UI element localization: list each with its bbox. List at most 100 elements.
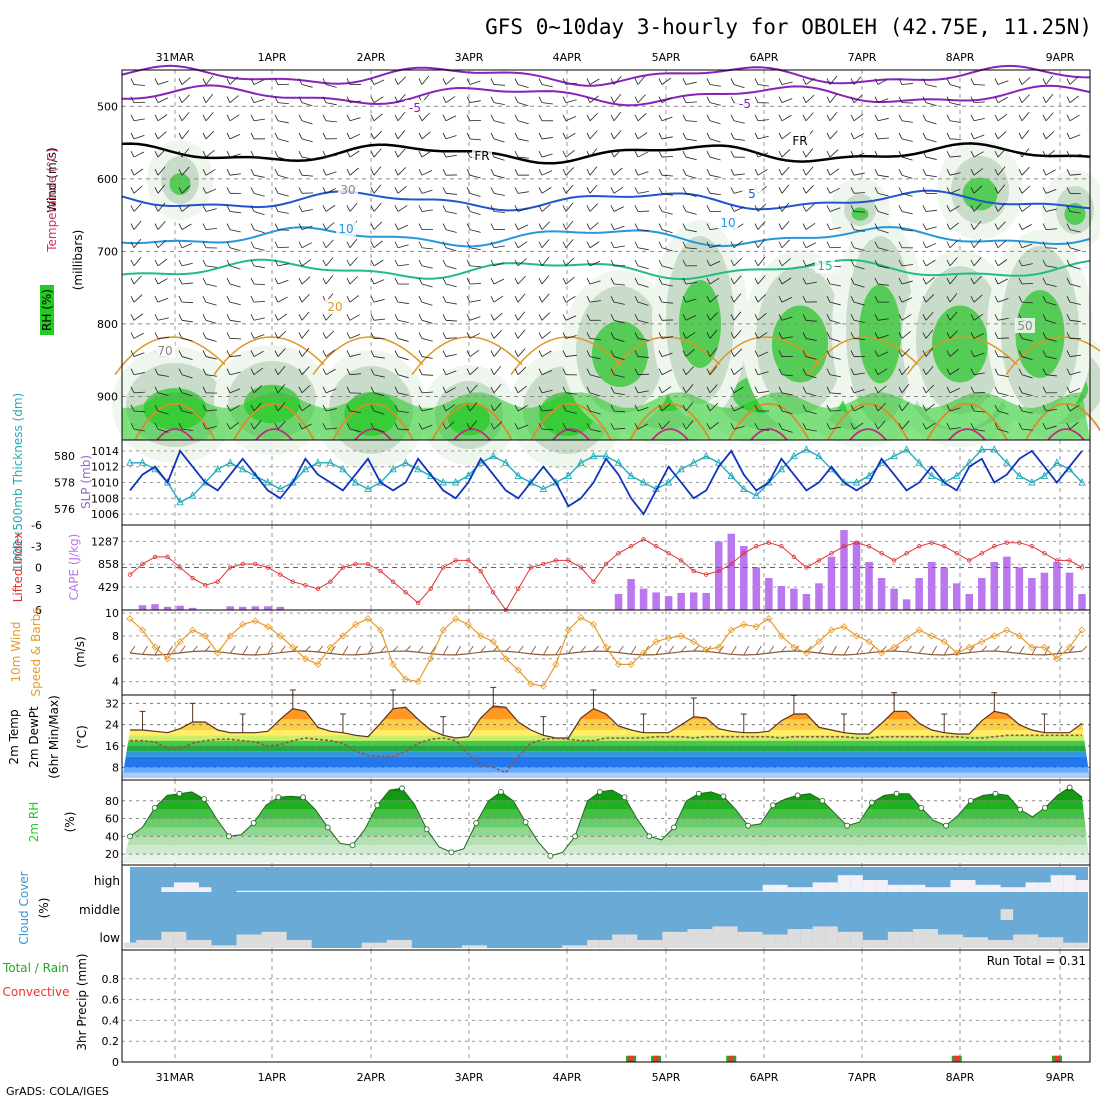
wind-barb — [757, 332, 768, 339]
cloud-bar-high — [161, 887, 174, 892]
cape-bar — [978, 578, 986, 610]
wind-barb — [637, 191, 649, 194]
wind-barb — [1069, 229, 1081, 233]
wind-barb-flag — [946, 295, 951, 303]
cloud-bar-low — [737, 931, 751, 948]
wind-barb — [709, 260, 721, 267]
wind-barb-tick — [630, 645, 637, 655]
wind-barb — [1045, 188, 1057, 194]
wind-barb-flag — [250, 205, 255, 212]
rh-shade-dark — [772, 305, 828, 383]
wind-barb-flag — [994, 332, 999, 339]
wind-barb-flag — [682, 205, 687, 212]
wind-barb-flag — [706, 404, 711, 412]
wind-barb-flag — [274, 404, 279, 412]
wind-barb — [1021, 94, 1030, 103]
wind-barb-flag — [202, 114, 207, 121]
wind-barb-flag — [538, 187, 543, 194]
lifted-index-marker — [440, 565, 446, 570]
wind-barb-flag — [826, 78, 831, 85]
wind-barb-flag — [442, 277, 447, 285]
wind-barb-flag — [946, 332, 951, 339]
wind-barb — [517, 156, 529, 159]
wind-barb — [973, 333, 985, 339]
cape-bar — [852, 541, 861, 610]
temperature-band — [122, 735, 1090, 741]
temperature-units-label: (°C) — [75, 725, 89, 749]
cloud-bar-high — [1075, 880, 1089, 892]
wind-barb-flag — [826, 132, 831, 140]
wind-barb-flag — [658, 277, 663, 285]
wind-barb-flag — [226, 96, 231, 103]
wind-barb — [733, 240, 743, 249]
wind-barb-flag — [874, 295, 879, 303]
wind-barb — [469, 265, 481, 268]
wind-barb — [325, 154, 337, 158]
wind-barb-flag — [202, 314, 207, 321]
wind-barb-flag — [562, 277, 567, 285]
wind-barb — [301, 174, 313, 177]
cloud-bar-low — [186, 939, 199, 948]
wind-speed-marker — [953, 649, 961, 657]
cloud-bar-high — [662, 890, 675, 892]
wind-barb — [325, 427, 337, 430]
wind-barb — [445, 192, 457, 195]
wind-barb — [997, 202, 1006, 212]
precip-frame — [121, 949, 1091, 1063]
wind-barb-flag — [634, 422, 639, 430]
wind-barb-flag — [706, 386, 711, 394]
wind-barb-flag — [802, 78, 807, 85]
lifted-index-marker — [779, 544, 784, 549]
wind-barb-flag — [706, 78, 711, 85]
wind-barb-flag — [706, 205, 711, 212]
chart-title: GFS 0~10day 3-hourly for OBOLEH (42.75E,… — [485, 15, 1092, 39]
wind-barb — [853, 372, 865, 376]
wind-speed-marker — [138, 626, 147, 634]
lifted-index-marker — [691, 568, 696, 574]
cloud-bar-high — [712, 890, 725, 892]
wind-barb — [829, 207, 841, 212]
wind-barb-flag — [658, 332, 663, 339]
precip-convective-bar — [628, 1055, 634, 1062]
temp-contour-25 — [1025, 402, 1100, 441]
rh-line — [129, 786, 1083, 857]
wind-barb-flag — [370, 350, 375, 357]
lifted-index-marker — [804, 565, 809, 570]
cloud-bar-high — [186, 882, 199, 892]
lifted-index-marker — [904, 551, 909, 556]
wind-barb — [325, 84, 337, 88]
wind-barb — [565, 99, 577, 104]
wind-barb — [133, 151, 144, 158]
wind-barb-tick — [292, 645, 299, 652]
wind-barb — [1021, 301, 1034, 304]
wind-barb — [709, 174, 721, 178]
wind-speed-marker — [852, 632, 861, 640]
wind-barb — [949, 205, 960, 212]
cloud-bar-low — [674, 931, 688, 948]
wind-barb-flag — [1066, 223, 1071, 230]
wind-barb-flag — [610, 404, 615, 412]
rh-marker — [770, 802, 776, 809]
temp-contour-20 — [510, 336, 622, 376]
wind-barb — [589, 410, 601, 415]
wind-barb-flag — [418, 187, 423, 194]
thickness-marker — [752, 491, 761, 499]
wind-barb — [877, 174, 889, 178]
wind-barb-flag — [754, 150, 759, 158]
wind-barb-flag — [658, 368, 663, 375]
wind-barb — [613, 130, 622, 140]
wind-speed-marker — [176, 638, 184, 646]
wind-barb — [325, 408, 337, 412]
wind-barb — [781, 98, 793, 104]
wind-barb-flag — [610, 78, 615, 85]
lifted-index-marker — [979, 551, 984, 556]
wind-barb — [997, 148, 1006, 158]
wind-barb — [541, 153, 553, 158]
slp-tick-label: 1008 — [91, 492, 119, 505]
cloud-bar-low — [211, 945, 224, 948]
wind-barb-flag — [874, 169, 879, 176]
wind-barb-flag — [778, 132, 783, 140]
wind-barb-flag — [394, 386, 399, 394]
lifted-index-marker — [704, 572, 709, 577]
wind-barb-flag — [898, 295, 903, 303]
